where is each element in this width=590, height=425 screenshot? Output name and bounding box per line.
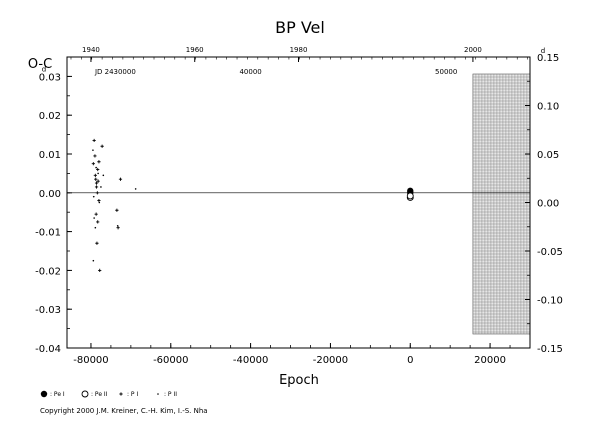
legend-label: : Pe II <box>91 391 108 398</box>
right-tick-label: -0.10 <box>537 296 563 307</box>
point-primary-visual <box>116 226 120 230</box>
right-tick-label: -0.05 <box>537 247 563 258</box>
point-primary-visual <box>94 185 99 189</box>
legend-label: : P II <box>164 391 177 398</box>
point-secondary-visual <box>92 149 94 151</box>
right-tick-label: 0.10 <box>537 102 559 113</box>
y-tick-label: 0.02 <box>39 111 61 122</box>
point-primary-visual <box>115 208 119 212</box>
legend-marker-p-i <box>119 392 123 396</box>
point-primary-visual <box>95 191 99 195</box>
y-tick-label: -0.04 <box>35 344 61 355</box>
point-primary-visual <box>98 268 102 272</box>
y-tick-label: -0.01 <box>35 228 61 239</box>
y-tick-label: 0.00 <box>39 189 61 200</box>
legend-marker-pe-i <box>40 390 48 398</box>
point-primary-visual <box>97 198 101 203</box>
top-jd-prefix: JD 2430000 <box>94 68 136 76</box>
y-axis-left: -0.04 -0.03 -0.02 -0.01 0.00 0.01 0.02 0.03d <box>35 56 72 355</box>
point-primary-visual <box>100 144 104 148</box>
legend-marker-p-ii <box>157 393 159 395</box>
legend-label: : P I <box>127 391 138 398</box>
top-year-label: 1980 <box>290 46 308 54</box>
point-secondary-photoelectric <box>406 192 414 200</box>
x-tick-label: -80000 <box>73 355 108 366</box>
x-axis: -80000 -60000 -40000 -20000 0 20000 <box>73 343 531 366</box>
point-secondary-visual <box>92 195 95 198</box>
x-tick-label: 20000 <box>474 355 506 366</box>
x-tick-label: 0 <box>407 355 413 366</box>
y-axis-title: O-C <box>28 57 52 72</box>
point-secondary-visual <box>94 226 97 229</box>
chart-title: BP Vel <box>275 18 325 37</box>
point-secondary-visual <box>134 188 137 190</box>
point-primary-visual <box>91 162 95 166</box>
right-tick-label: 0.05 <box>537 150 559 161</box>
point-secondary-visual <box>92 259 95 262</box>
x-tick-label: -60000 <box>153 355 188 366</box>
y-axis-right: -0.15 -0.10 -0.05 0.00 0.05 0.10 0.15d <box>525 47 563 355</box>
top-year-label: 1940 <box>82 46 100 54</box>
plot-frame <box>66 56 531 349</box>
legend: : Pe I : Pe II : P I : P II <box>40 390 177 398</box>
shaded-region <box>472 73 531 335</box>
point-secondary-visual <box>98 201 101 204</box>
shaded-region-box <box>472 73 531 335</box>
point-primary-visual <box>93 173 97 177</box>
point-primary-visual <box>96 179 100 183</box>
point-primary-visual <box>118 177 123 181</box>
legend-label: : Pe I <box>50 391 65 398</box>
right-tick-label: -0.15 <box>537 344 563 355</box>
copyright-text: Copyright 2000 J.M. Kreiner, C.-H. Kim, … <box>40 407 208 415</box>
top-year-label: 2000 <box>464 46 482 54</box>
y-tick-label: 0.03 <box>39 72 61 83</box>
y-tick-label: -0.03 <box>35 305 61 316</box>
right-tick-label: 0.00 <box>537 199 559 210</box>
point-secondary-visual <box>93 217 95 219</box>
point-secondary-visual <box>116 224 119 227</box>
top-year-label: 1960 <box>186 46 204 54</box>
y-tick-label: 0.01 <box>39 150 61 161</box>
point-primary-visual <box>94 177 98 181</box>
point-secondary-visual <box>95 166 97 169</box>
point-secondary-visual <box>97 172 99 175</box>
point-primary-visual <box>94 181 99 185</box>
x-axis-title: Epoch <box>279 373 319 388</box>
data-points <box>91 138 414 272</box>
point-primary-visual <box>92 138 96 143</box>
right-tick-label: 0.15 <box>537 53 559 64</box>
point-primary-visual <box>97 160 101 164</box>
point-primary-visual <box>94 212 98 216</box>
top-axis: 1940 1960 1980 2000 JD 2430000 40000 50000 <box>70 46 528 76</box>
left-day-unit: d <box>42 65 46 73</box>
y-tick-label: -0.02 <box>35 266 61 277</box>
top-jd-label: 50000 <box>435 68 457 76</box>
x-tick-label: -40000 <box>233 355 268 366</box>
right-day-unit: d <box>541 47 545 55</box>
x-tick-label: -20000 <box>313 355 348 366</box>
point-primary-visual <box>95 241 99 245</box>
legend-marker-pe-ii <box>81 390 89 398</box>
point-secondary-visual <box>102 174 105 177</box>
point-primary-visual <box>96 220 100 224</box>
top-jd-label: 40000 <box>239 68 261 76</box>
point-secondary-visual <box>100 186 102 188</box>
point-primary-visual <box>93 154 97 158</box>
point-primary-visual <box>96 167 100 172</box>
